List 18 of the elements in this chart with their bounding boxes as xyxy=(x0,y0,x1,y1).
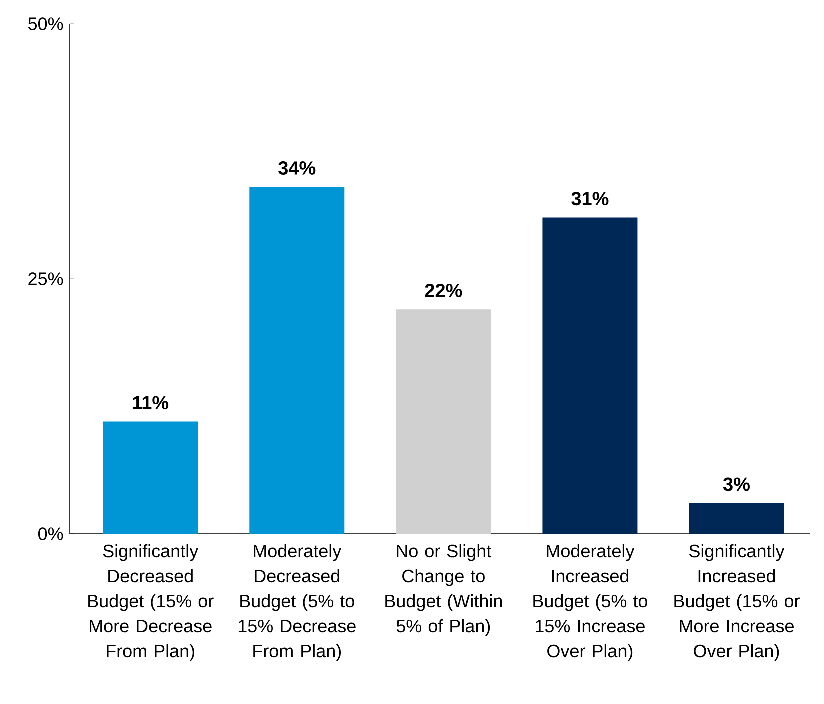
x-tick-label: Significantly Decreased Budget (15% or More Decrease From Plan) xyxy=(88,544,214,662)
x-tick-label: Moderately Decreased Budget (5% to 15% Decrease From Plan) xyxy=(238,544,356,662)
bar xyxy=(250,187,345,534)
y-tick-label: 50% xyxy=(28,18,64,30)
data-label: 31% xyxy=(572,192,609,206)
data-label: 11% xyxy=(133,396,169,410)
x-tick-label: Moderately Increased Budget (5% to 15% Increase Over Plan) xyxy=(534,544,648,662)
x-tick-label: No or Slight Change to Budget (Within 5% of Plan) xyxy=(386,544,502,636)
y-tick-label: 0% xyxy=(38,528,64,540)
bar xyxy=(689,503,784,534)
data-label: 34% xyxy=(278,162,316,175)
y-tick-label: 25% xyxy=(28,272,64,286)
bar xyxy=(542,218,638,534)
x-tick-label: Significantly Increased Budget (15% or More Increase Over Plan) xyxy=(674,544,800,662)
bar xyxy=(103,422,198,534)
bar xyxy=(396,310,492,534)
data-label: 22% xyxy=(425,284,462,298)
data-label: 3% xyxy=(723,478,750,492)
